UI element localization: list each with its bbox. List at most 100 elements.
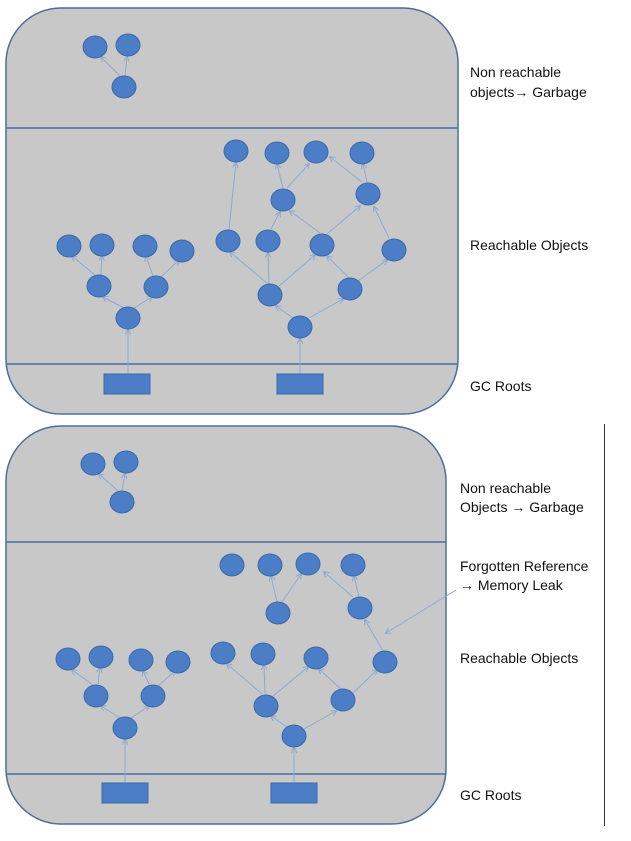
top-gc-root-1: [103, 373, 151, 395]
top-gc-root-2: [276, 373, 324, 395]
reference-edge: [327, 256, 350, 279]
object-node: [169, 239, 195, 263]
bottom-panel: [5, 425, 447, 825]
object-node: [55, 647, 81, 671]
object-node: [223, 139, 249, 163]
object-node: [80, 452, 106, 476]
object-node: [250, 642, 276, 666]
reference-edge: [357, 260, 387, 282]
bottom-gc-root-2: [270, 782, 318, 804]
object-node: [270, 188, 296, 212]
object-node: [257, 553, 283, 577]
reference-edge: [277, 164, 284, 189]
object-node: [83, 684, 109, 708]
object-node: [255, 229, 281, 253]
reference-edge: [374, 207, 390, 239]
reference-edge: [319, 669, 343, 691]
object-node: [219, 553, 245, 577]
object-node: [347, 596, 373, 620]
reference-edge: [363, 164, 368, 183]
object-node: [309, 233, 335, 257]
top-reference-edges: [72, 57, 390, 374]
bottom-reference-edges: [72, 474, 384, 783]
reference-edge: [272, 667, 308, 697]
reference-edge: [98, 668, 100, 685]
object-node: [88, 645, 114, 669]
object-node: [253, 694, 279, 718]
top-reachable-label: Reachable Objects: [470, 237, 589, 253]
object-node: [303, 646, 329, 670]
reference-edge: [354, 576, 360, 598]
reference-edge: [125, 57, 127, 77]
object-node: [295, 552, 321, 576]
object-node: [115, 33, 141, 57]
object-node: [210, 641, 236, 665]
object-node: [113, 450, 139, 474]
object-node: [143, 275, 169, 299]
object-node: [264, 141, 290, 165]
reference-edge: [352, 670, 377, 694]
object-node: [132, 234, 158, 258]
object-node: [355, 182, 381, 206]
reference-edge: [72, 256, 97, 277]
bottom-garbage-label-line2: Objects → Garbage: [460, 499, 584, 515]
reference-edge: [228, 163, 236, 230]
object-node: [257, 283, 283, 307]
reference-edge: [271, 576, 278, 603]
reference-edge: [133, 297, 152, 309]
object-node: [112, 716, 138, 740]
reference-edge: [278, 255, 315, 287]
top-garbage-label-line2: objects→ Garbage: [470, 84, 587, 100]
bottom-garbage-label-line1: Non reachable: [460, 480, 552, 496]
reference-edge: [72, 670, 94, 686]
object-node: [287, 315, 313, 339]
object-node: [340, 553, 366, 577]
right-edge-rule: [604, 424, 605, 826]
bottom-gc-roots-label: GC Roots: [460, 787, 522, 803]
object-node: [115, 306, 141, 330]
reference-edge: [290, 211, 321, 234]
reference-edge: [324, 572, 354, 598]
object-node: [303, 140, 329, 164]
object-node: [111, 75, 137, 99]
object-node: [56, 234, 82, 258]
object-node: [165, 650, 191, 674]
reference-edge: [276, 306, 294, 319]
reference-edge: [308, 299, 343, 319]
reference-edge: [101, 57, 122, 78]
reference-edge: [281, 574, 301, 603]
reference-edge: [157, 671, 175, 687]
memory-leak-label-line2: → Memory Leak: [460, 577, 563, 593]
object-node: [89, 233, 115, 257]
reference-edge: [122, 474, 125, 491]
reference-edge: [143, 671, 151, 687]
reference-edge: [103, 297, 125, 309]
reference-edge: [130, 706, 149, 719]
reference-edge: [271, 716, 288, 728]
reference-edge: [230, 252, 269, 285]
reference-edge: [99, 474, 119, 492]
object-node: [265, 601, 291, 625]
object-node: [381, 238, 407, 262]
reference-edge: [365, 620, 384, 652]
reference-edge: [101, 706, 121, 719]
object-node: [86, 274, 112, 298]
object-node: [372, 650, 398, 674]
top-garbage-label-line1: Non reachable: [470, 64, 562, 80]
object-node: [337, 277, 363, 301]
reference-edge: [270, 212, 280, 230]
reference-edge: [286, 164, 309, 189]
reference-edge: [160, 260, 179, 278]
reference-edge: [227, 664, 263, 695]
reference-edge: [264, 665, 265, 695]
object-node: [215, 229, 241, 253]
reference-edge: [326, 206, 360, 235]
bottom-object-nodes: [55, 450, 398, 748]
reference-edge: [303, 711, 336, 730]
top-panel: [5, 7, 459, 415]
object-node: [82, 35, 108, 59]
object-node: [349, 141, 375, 165]
object-node: [330, 688, 356, 712]
object-node: [128, 648, 154, 672]
